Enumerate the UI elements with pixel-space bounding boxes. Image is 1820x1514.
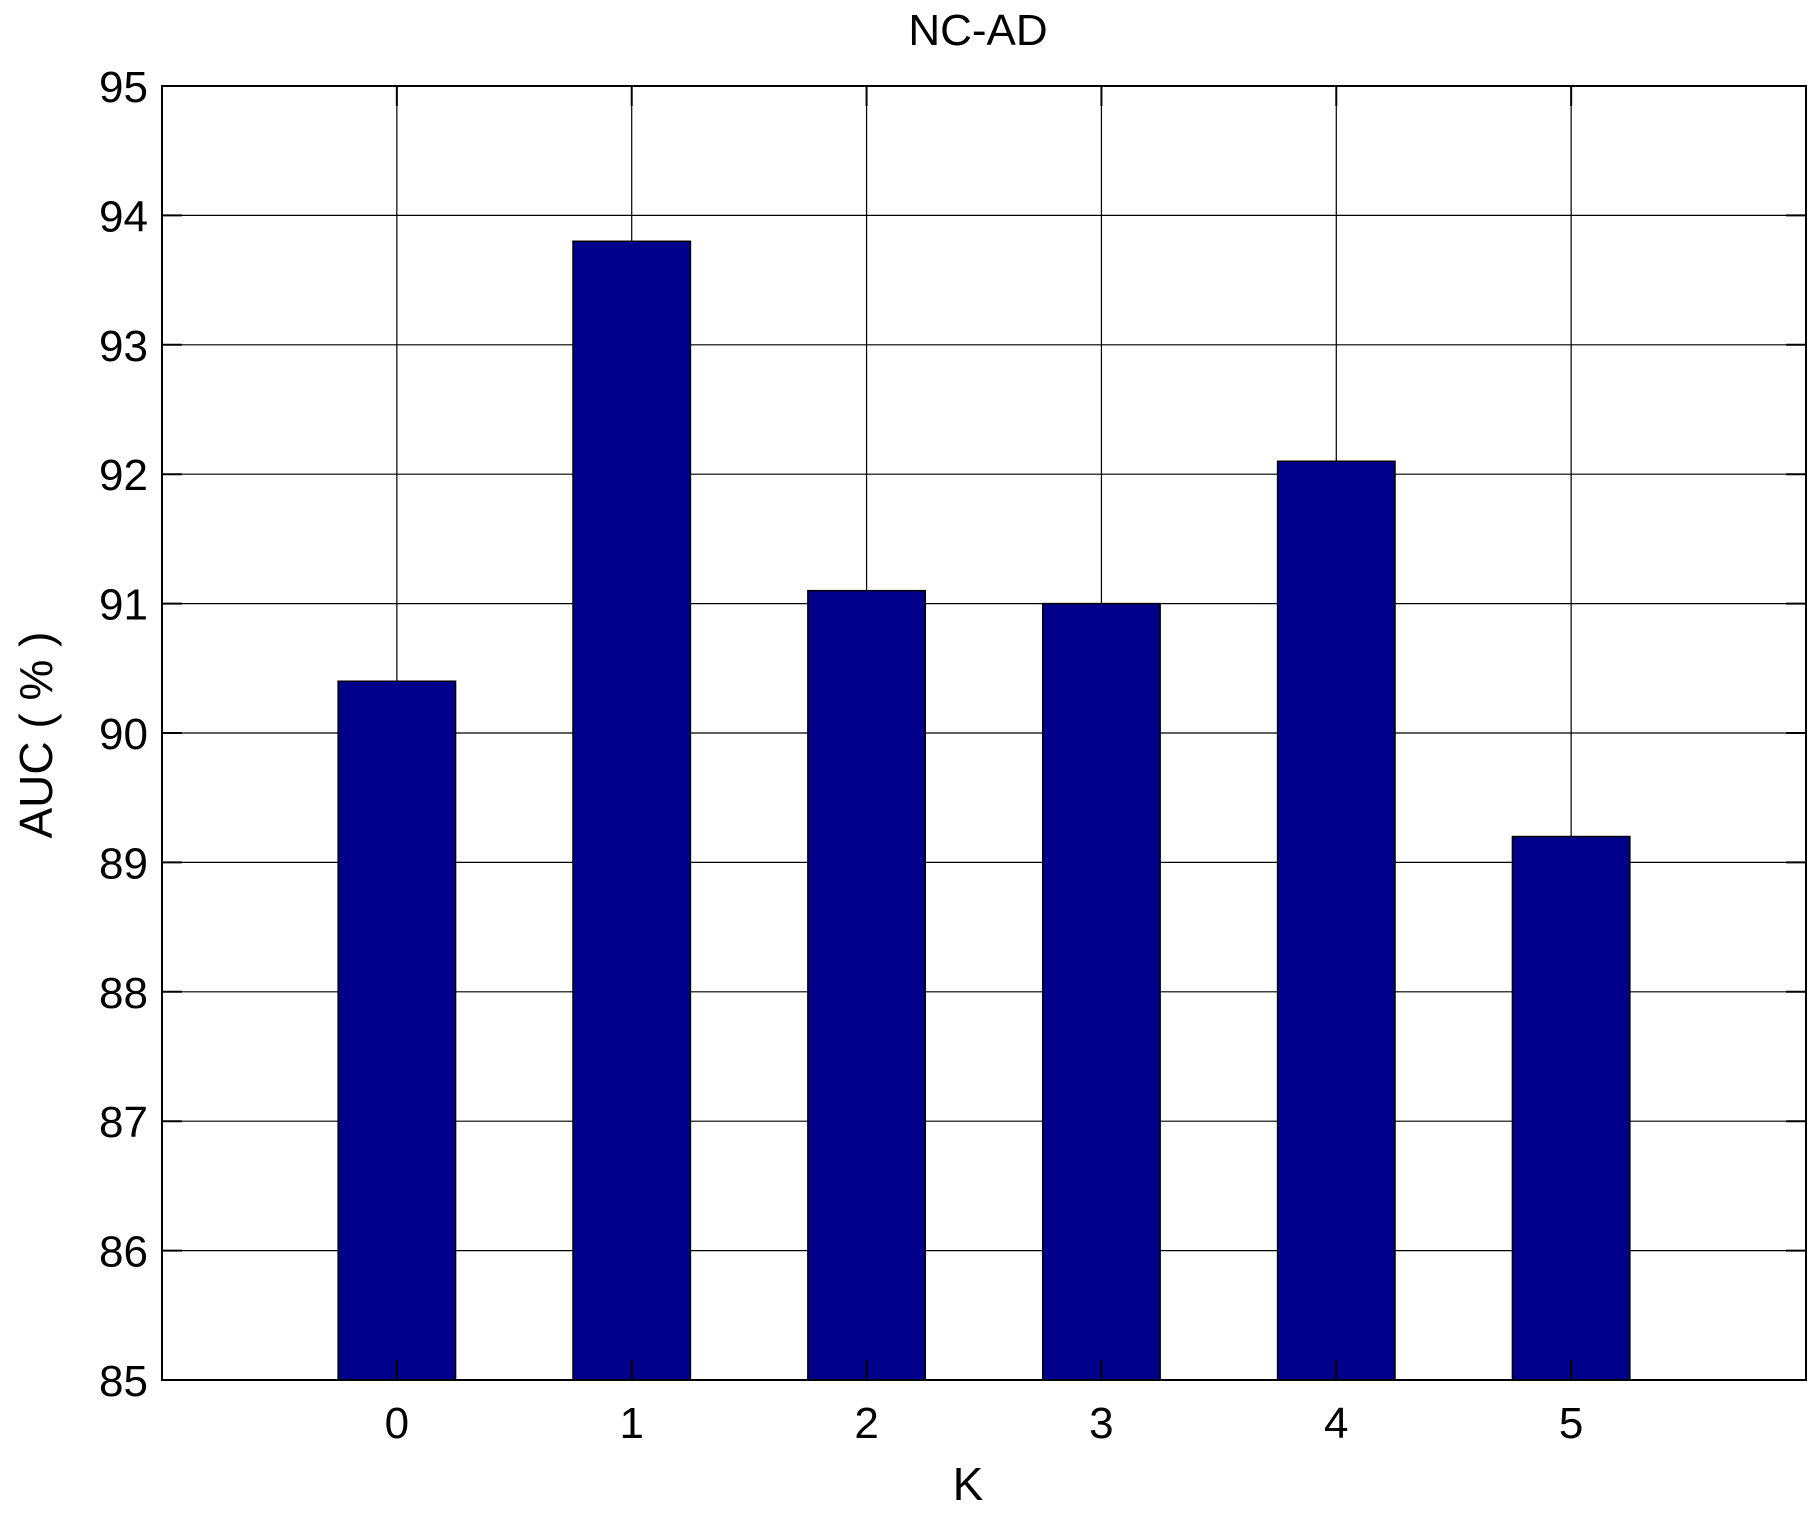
y-tick-label: 88 xyxy=(99,969,148,1018)
y-tick-label: 89 xyxy=(99,839,148,888)
bars xyxy=(337,240,1631,1381)
x-tick-label: 0 xyxy=(385,1399,409,1448)
chart-title: NC-AD xyxy=(908,6,1047,55)
y-tick-label: 93 xyxy=(99,322,148,371)
bar-k-2 xyxy=(807,589,927,1381)
bar-k-5 xyxy=(1511,835,1631,1381)
y-tick-label: 86 xyxy=(99,1228,148,1277)
y-tick-labels: 85 86 87 88 89 90 91 92 93 94 95 xyxy=(99,63,148,1406)
y-tick-label: 92 xyxy=(99,451,148,500)
y-tick-label: 95 xyxy=(99,63,148,112)
y-tick-label: 91 xyxy=(99,581,148,630)
y-tick-label: 90 xyxy=(99,710,148,759)
y-tick-label: 85 xyxy=(99,1357,148,1406)
x-tick-label: 4 xyxy=(1324,1399,1348,1448)
x-tick-label: 1 xyxy=(619,1399,643,1448)
y-tick-label: 94 xyxy=(99,192,148,241)
x-tick-labels: 0 1 2 3 4 5 xyxy=(385,1399,1584,1448)
y-axis-label: AUC ( % ) xyxy=(10,632,62,839)
y-tick-label: 87 xyxy=(99,1098,148,1147)
x-tick-label: 2 xyxy=(854,1399,878,1448)
x-tick-label: 5 xyxy=(1559,1399,1583,1448)
bar-k-4 xyxy=(1276,460,1396,1381)
x-axis-label: K xyxy=(953,1458,984,1509)
tick-marks xyxy=(162,85,1806,1381)
bar-k-3 xyxy=(1041,602,1161,1381)
bar-k-1 xyxy=(572,240,692,1381)
bar-k-0 xyxy=(337,680,457,1381)
x-tick-label: 3 xyxy=(1089,1399,1113,1448)
